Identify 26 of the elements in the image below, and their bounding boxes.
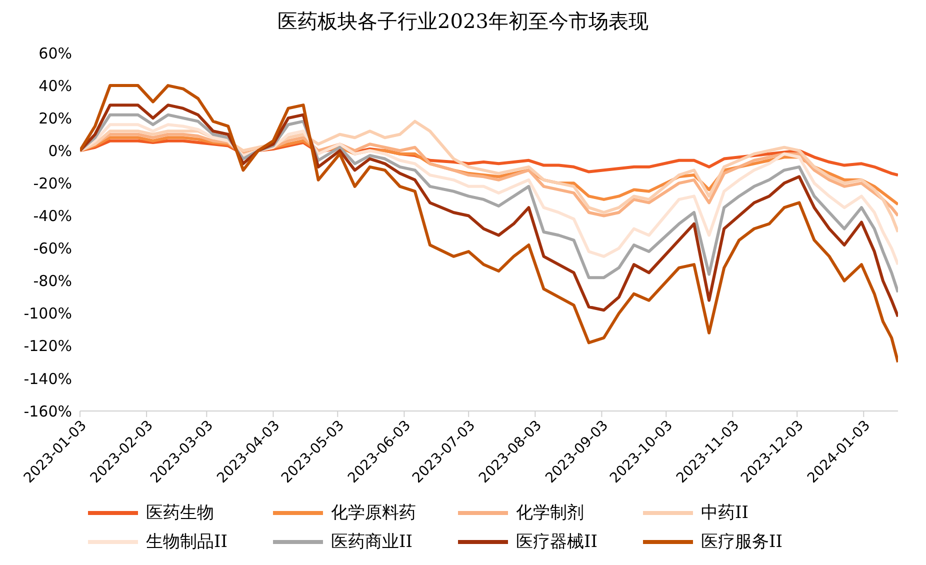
legend-label: 医药生物 — [146, 502, 214, 524]
y-tick-label: -140% — [24, 370, 72, 388]
legend-label: 化学原料药 — [331, 502, 416, 524]
y-tick-label: -120% — [24, 337, 72, 356]
legend-label: 生物制品II — [146, 531, 228, 553]
y-tick-label: 20% — [38, 109, 72, 128]
line-series — [80, 120, 898, 234]
legend-label: 医疗器械II — [516, 531, 598, 553]
legend-label: 化学制剂 — [516, 502, 584, 524]
y-tick-label: 60% — [38, 44, 72, 62]
y-tick-label: -20% — [33, 174, 72, 193]
line-series — [80, 84, 898, 364]
line-series — [80, 123, 898, 266]
y-tick-label: -100% — [24, 304, 72, 323]
legend-label: 医药商业II — [331, 531, 412, 553]
line-series — [80, 113, 898, 294]
line-series — [80, 104, 898, 318]
chart-title: 医药板块各子行业2023年初至今市场表现 — [276, 8, 650, 35]
y-tick-label: -80% — [33, 272, 72, 290]
y-tick-label: -60% — [33, 240, 72, 258]
y-tick-label: -40% — [33, 207, 72, 226]
legend-label: 中药II — [701, 502, 748, 524]
y-tick-label: 40% — [38, 76, 72, 95]
y-tick-label: -160% — [24, 402, 72, 420]
y-tick-label: 0% — [48, 142, 72, 160]
legend-label: 医疗服务II — [701, 531, 782, 553]
